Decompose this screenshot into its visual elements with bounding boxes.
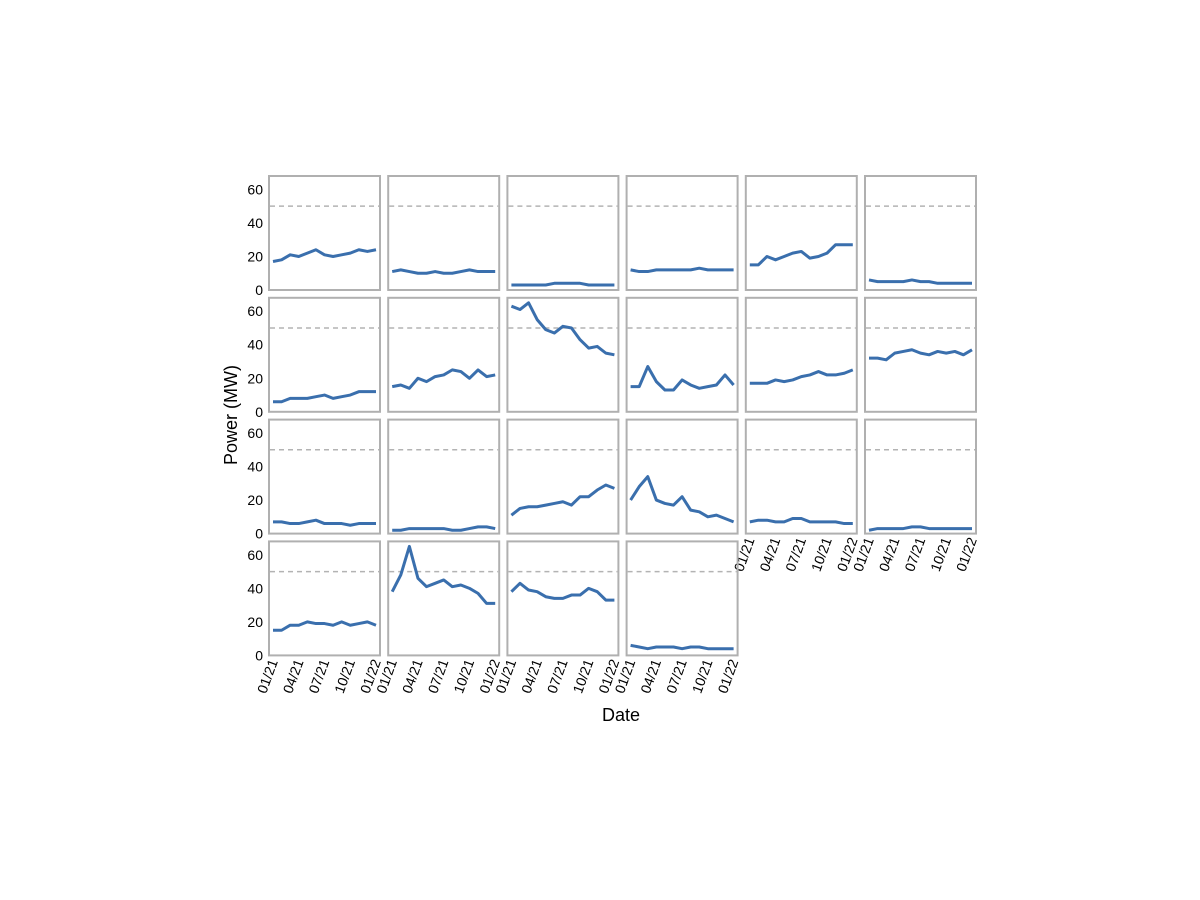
panel-frame [268, 418, 381, 535]
y-tick-label: 20 [247, 492, 263, 508]
data-line [749, 368, 854, 385]
panel-frame [625, 175, 739, 291]
x-tick-label: 10/21 [927, 535, 954, 574]
y-tick-label: 60 [247, 181, 263, 197]
data-line [273, 620, 377, 632]
x-tick-label: 10/21 [689, 657, 716, 696]
data-line [868, 278, 972, 285]
x-tick-label: 10/21 [450, 657, 477, 696]
y-tick-label: 60 [247, 425, 263, 441]
x-axis-label: Date [602, 705, 640, 725]
y-tick-label: 20 [247, 248, 263, 264]
panel-frame [625, 296, 739, 413]
y-tick-label: 20 [247, 370, 263, 386]
x-tick-label: 10/21 [331, 657, 358, 696]
data-line [391, 368, 496, 390]
panel-frame [744, 175, 858, 291]
data-line [629, 475, 735, 524]
x-tick-label: 10/21 [808, 535, 835, 574]
panel-frame [387, 540, 501, 657]
data-line [390, 544, 496, 605]
x-tick-label: 07/21 [782, 535, 809, 574]
panel-frame [864, 175, 977, 291]
data-line [510, 301, 615, 357]
y-tick-label: 0 [255, 526, 263, 542]
y-tick-label: 40 [247, 337, 263, 353]
panel-frame [506, 175, 620, 291]
panel-frame [268, 296, 381, 413]
data-line [273, 390, 376, 404]
y-tick-label: 40 [247, 215, 263, 231]
panel-frame [268, 175, 381, 291]
data-line [868, 525, 972, 532]
panel-frame [268, 540, 381, 657]
y-tick-label: 20 [247, 614, 263, 630]
data-line [510, 581, 615, 602]
x-tick-label: 04/21 [756, 535, 783, 574]
panel-frame [744, 296, 858, 413]
panel-frame [864, 418, 977, 535]
panel-frame [387, 296, 501, 413]
x-tick-label: 04/21 [280, 657, 307, 696]
data-line [273, 518, 376, 527]
panel-frame [744, 418, 858, 535]
y-axis-label: Power (MW) [221, 365, 241, 465]
data-line [630, 365, 735, 392]
x-tick-label: 07/21 [901, 535, 928, 574]
y-tick-label: 0 [255, 647, 263, 663]
y-tick-label: 60 [247, 547, 263, 563]
panel-frame [506, 418, 620, 535]
panel-frame [625, 540, 739, 657]
data-line [749, 243, 853, 267]
y-tick-label: 40 [247, 580, 263, 596]
panel-frame [387, 175, 501, 291]
panel-frame [864, 296, 977, 413]
x-tick-label: 04/21 [637, 657, 664, 696]
panel-frame [506, 296, 620, 413]
data-line [749, 517, 853, 526]
x-tick-label: 04/21 [399, 657, 426, 696]
data-line [392, 525, 496, 532]
x-tick-label: 07/21 [544, 657, 571, 696]
x-tick-label: 07/21 [305, 657, 332, 696]
y-tick-label: 40 [247, 459, 263, 475]
x-tick-label: 07/21 [424, 657, 451, 696]
x-tick-label: 07/21 [663, 657, 690, 696]
panel-frame [387, 418, 501, 535]
y-tick-label: 0 [255, 404, 263, 420]
y-tick-label: 60 [247, 303, 263, 319]
data-line [511, 281, 615, 287]
x-tick-label: 04/21 [518, 657, 545, 696]
data-line [391, 268, 496, 275]
panel-frame [625, 418, 739, 535]
data-line [869, 348, 973, 362]
data-line [630, 266, 734, 274]
x-tick-label: 01/22 [953, 535, 980, 574]
y-tick-label: 0 [255, 282, 263, 298]
panel-frame [506, 540, 620, 657]
data-line [510, 483, 615, 517]
x-tick-label: 01/22 [714, 657, 741, 696]
data-line [272, 248, 377, 263]
x-tick-label: 10/21 [569, 657, 596, 696]
x-tick-label: 04/21 [876, 535, 903, 574]
data-line [630, 643, 734, 651]
